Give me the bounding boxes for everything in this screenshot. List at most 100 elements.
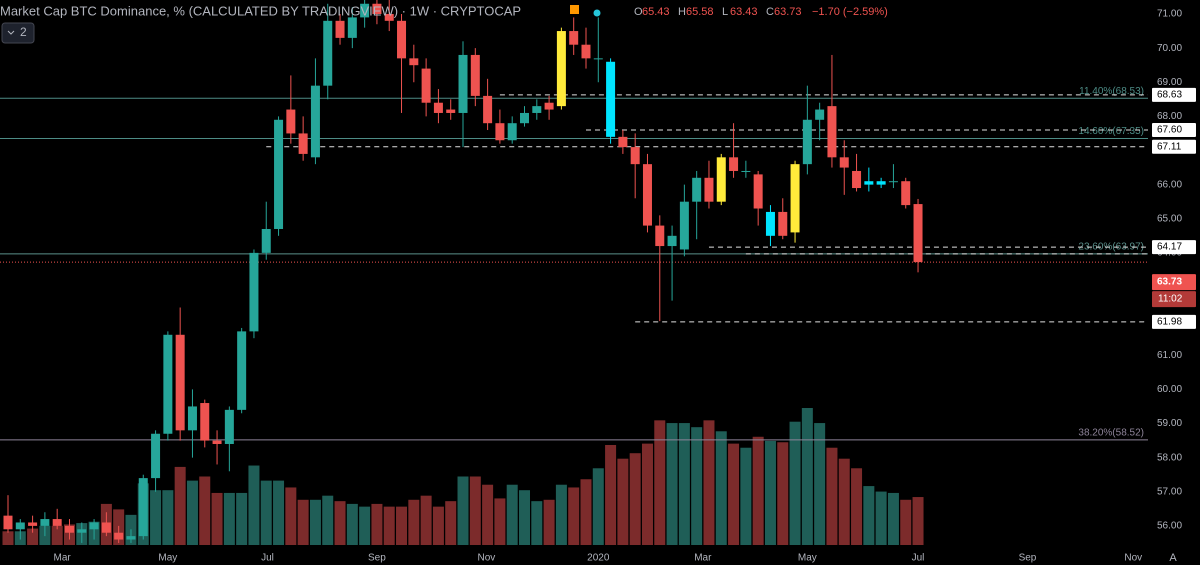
indicator-toggle[interactable] [1, 22, 35, 44]
volume-bar [432, 506, 444, 545]
candle-body [237, 331, 247, 410]
fib-label: 38.20%(58.52) [1078, 428, 1144, 439]
volume-bar [654, 420, 666, 545]
volume-bar [285, 487, 297, 545]
volume-bar [408, 499, 420, 545]
candle-body [114, 532, 124, 540]
volume-bar [469, 476, 481, 545]
level-tag-label: 64.17 [1157, 242, 1182, 253]
candle-body [372, 3, 382, 14]
candle-body [852, 170, 862, 189]
volume-bar [838, 458, 850, 545]
volume-bar [346, 503, 358, 545]
volume-bar [420, 495, 432, 545]
volume-bar [580, 479, 592, 545]
candle-body [40, 519, 50, 526]
x-tick-label: Jul [912, 553, 925, 564]
volume-bar [851, 468, 863, 545]
volume-bar [752, 436, 764, 545]
x-tick-label: May [158, 553, 177, 564]
candle-body [347, 17, 357, 38]
x-tick-label: Mar [53, 553, 71, 564]
y-tick-label: 68.00 [1157, 111, 1182, 122]
candle-body [274, 119, 284, 229]
candle-body [212, 440, 222, 444]
candle-body [716, 157, 726, 202]
candle-body [310, 85, 320, 158]
candle-body [52, 519, 62, 526]
volume-bar [236, 492, 248, 545]
candle-body [323, 20, 333, 86]
ohlc-value: 63.73 [774, 6, 802, 18]
candle-body [224, 409, 234, 444]
volume-bar [199, 476, 211, 545]
candle-body [495, 123, 505, 141]
volume-bar [494, 498, 506, 545]
level-tag [1152, 123, 1196, 138]
candle-body [593, 58, 603, 60]
countdown-label: 11:02 [1158, 294, 1183, 305]
candle-body [397, 20, 407, 59]
volume-bar [51, 525, 63, 545]
volume-bar [334, 501, 346, 545]
candle-body [28, 522, 38, 526]
volume-bar [666, 423, 678, 545]
candle-body [249, 252, 259, 332]
volume-bar [740, 447, 752, 545]
candle-body [606, 61, 616, 137]
candle-body [433, 102, 443, 113]
candle-body [778, 211, 788, 236]
volume-bar [2, 531, 14, 545]
y-tick-label: 57.00 [1157, 486, 1182, 497]
ohlc-key: L [722, 6, 728, 18]
candle-body [138, 478, 148, 537]
volume-bar [777, 442, 789, 545]
volume-bar [801, 408, 813, 545]
candle-body [163, 334, 173, 434]
volume-bar [703, 420, 715, 545]
candle-body [458, 54, 468, 113]
candle-body [520, 112, 530, 124]
volume-bar [150, 490, 162, 545]
volume-bar [641, 443, 653, 545]
candle-body [286, 109, 296, 134]
volume-bar [617, 458, 629, 545]
candle-body [175, 334, 185, 431]
volume-bar [728, 443, 740, 545]
volume-bar [297, 499, 309, 545]
auto-scale-button[interactable]: A [1169, 552, 1177, 564]
volume-bar [592, 468, 604, 545]
fib-label: 23.60%(63.97) [1078, 242, 1144, 253]
y-tick-label: 71.00 [1157, 9, 1182, 20]
volume-bar [482, 484, 494, 545]
candle-body [77, 529, 87, 533]
volume-bar [248, 465, 260, 545]
volume-bar [764, 440, 776, 545]
volume-bar [383, 506, 395, 545]
candle-body [815, 109, 825, 120]
candle-body [470, 54, 480, 96]
x-tick-label: Nov [1124, 553, 1142, 564]
volume-bar [543, 499, 555, 545]
y-tick-label: 59.00 [1157, 418, 1182, 429]
y-tick-label: 66.00 [1157, 179, 1182, 190]
volume-bar [715, 431, 727, 545]
last-price-tag [1152, 274, 1196, 291]
volume-bar [875, 491, 887, 545]
volume-bar [273, 480, 285, 545]
chevron-icon [7, 30, 15, 35]
candle-body [483, 95, 493, 124]
candle-body [839, 157, 849, 168]
candle-body [802, 119, 812, 165]
volume-bar [186, 480, 198, 545]
volume-bar [826, 447, 838, 545]
flag-icon [570, 5, 579, 14]
x-tick-label: Sep [368, 553, 386, 564]
level-tag [1152, 139, 1196, 154]
volume-bar [629, 453, 641, 545]
y-tick-label: 70.00 [1157, 43, 1182, 54]
candle-body [151, 433, 161, 479]
